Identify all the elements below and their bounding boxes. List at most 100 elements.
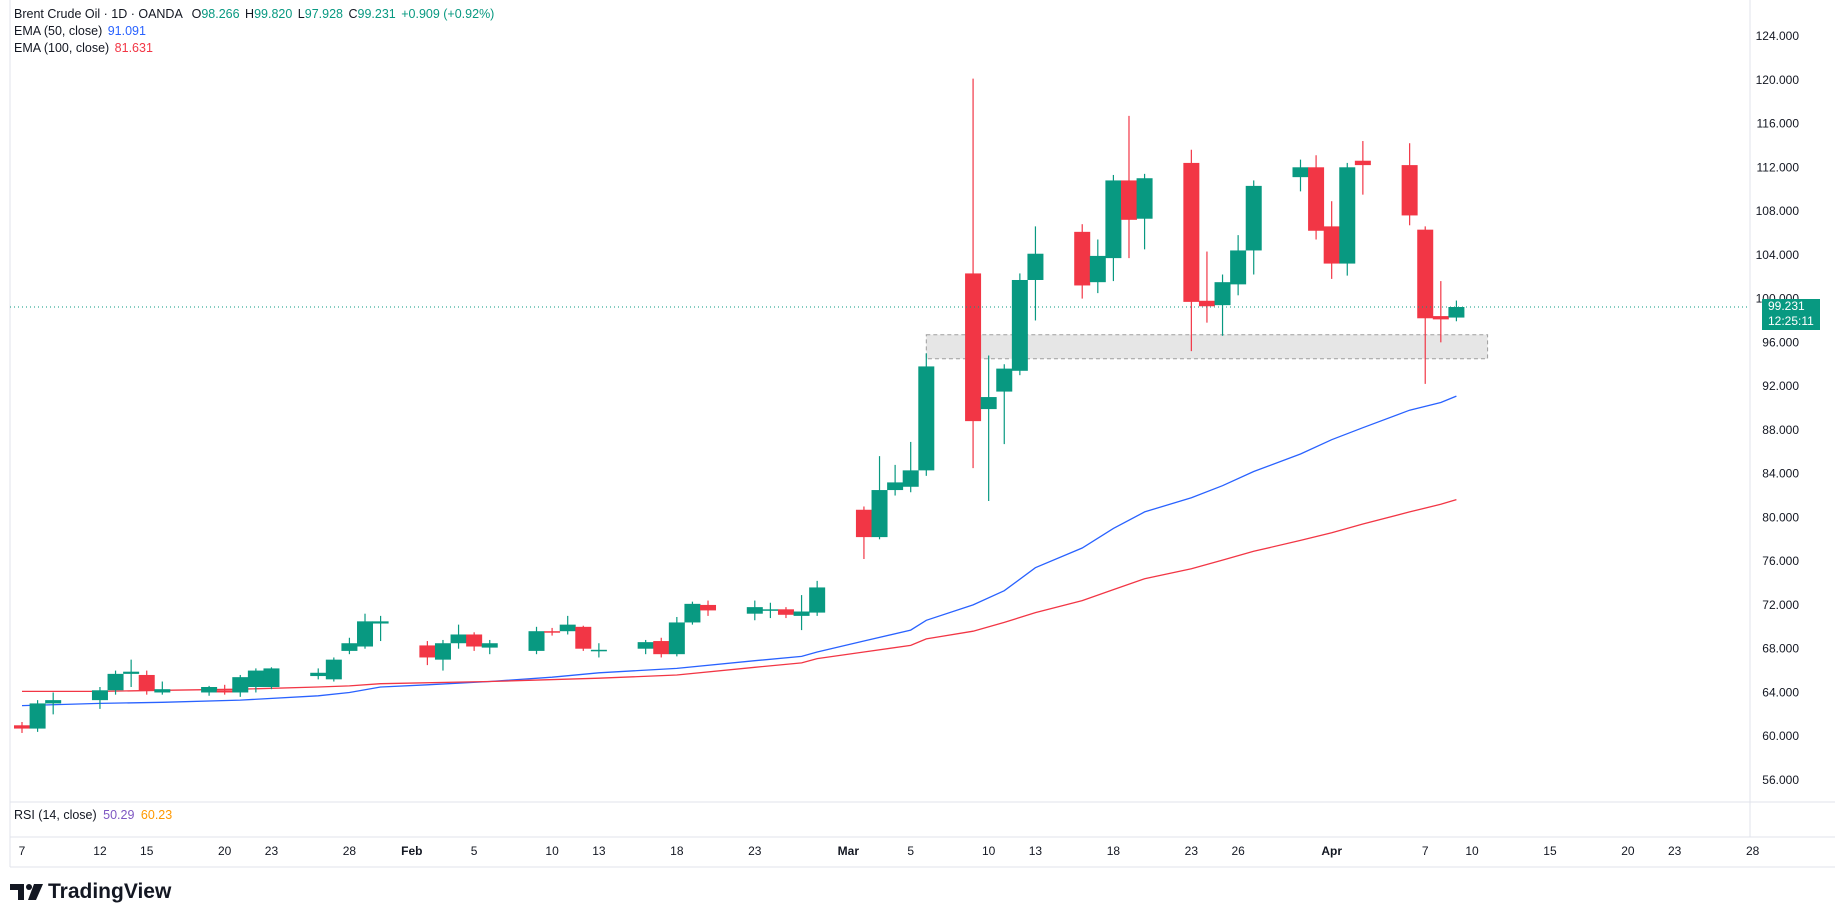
brand-name: TradingView bbox=[48, 880, 172, 903]
x-tick-label: 23 bbox=[1668, 844, 1682, 858]
candle bbox=[637, 639, 654, 655]
candle-body bbox=[466, 634, 483, 647]
candle bbox=[980, 355, 997, 501]
candle bbox=[1308, 155, 1325, 240]
low-value: 97.928 bbox=[304, 7, 343, 21]
open-label: O bbox=[191, 7, 202, 21]
candle-body bbox=[450, 634, 467, 644]
chart-border bbox=[9, 0, 1835, 868]
candle-body bbox=[29, 703, 46, 729]
x-tick-label: 18 bbox=[1107, 844, 1121, 858]
x-tick-label: 10 bbox=[982, 844, 996, 858]
y-tick-label: 88.000 bbox=[1762, 423, 1799, 437]
candle-body bbox=[434, 643, 451, 660]
candle-body bbox=[668, 622, 685, 655]
candle-body bbox=[965, 273, 982, 422]
candle bbox=[918, 353, 935, 476]
candle-body bbox=[1448, 307, 1465, 318]
candle-body bbox=[793, 611, 810, 616]
ema100-line bbox=[22, 498, 1457, 693]
candle bbox=[1183, 149, 1200, 352]
candle-body bbox=[45, 700, 62, 704]
x-tick-label: 5 bbox=[471, 844, 478, 858]
chart-legend: Brent Crude Oil · 1D · OANDA O98.266 H99… bbox=[14, 6, 494, 57]
x-tick-label: 23 bbox=[1185, 844, 1199, 858]
candle-body bbox=[1432, 316, 1449, 320]
candle bbox=[887, 464, 904, 496]
x-tick-label: 7 bbox=[1422, 844, 1429, 858]
support-zone[interactable] bbox=[925, 334, 1489, 360]
y-tick-label: 104.000 bbox=[1756, 248, 1800, 262]
candle-body bbox=[871, 490, 888, 538]
candle-body bbox=[91, 690, 108, 701]
candle-body bbox=[372, 621, 389, 624]
candle-body bbox=[263, 668, 280, 687]
candle-body bbox=[918, 366, 935, 471]
time-axis[interactable]: 7 12 15 20 23 28 Feb 5 10 13 18 23 Mar 5 10 13 18 23 26 Apr… bbox=[19, 844, 1760, 858]
candle bbox=[1230, 235, 1247, 296]
candle bbox=[996, 364, 1013, 445]
symbol-title[interactable]: Brent Crude Oil · 1D · OANDA bbox=[14, 7, 183, 21]
ema50-legend[interactable]: EMA (50, close) 91.091 bbox=[14, 23, 494, 40]
x-tick-label: 23 bbox=[265, 844, 279, 858]
candle bbox=[14, 722, 30, 733]
y-tick-label: 72.000 bbox=[1762, 598, 1799, 612]
candle-body bbox=[154, 689, 171, 693]
tradingview-logo[interactable]: TradingView bbox=[10, 880, 171, 904]
candle bbox=[809, 580, 826, 616]
open-value: 98.266 bbox=[201, 7, 240, 21]
low-label: L bbox=[297, 7, 305, 21]
candle bbox=[559, 615, 576, 635]
x-tick-label: 5 bbox=[907, 844, 914, 858]
candle-body bbox=[887, 482, 904, 491]
candle bbox=[466, 632, 483, 651]
candle-body bbox=[1339, 167, 1356, 264]
y-tick-label: 112.000 bbox=[1757, 160, 1800, 174]
high-value: 99.820 bbox=[254, 7, 293, 21]
candle bbox=[1011, 273, 1028, 376]
y-tick-label: 84.000 bbox=[1762, 467, 1799, 481]
candle bbox=[1401, 143, 1418, 226]
candle-body bbox=[1308, 167, 1325, 231]
candle-body bbox=[107, 673, 124, 691]
close-value: 99.231 bbox=[357, 7, 396, 21]
candle bbox=[653, 637, 670, 658]
candle bbox=[138, 670, 155, 695]
candle bbox=[1089, 239, 1106, 294]
candle bbox=[263, 667, 280, 690]
candle-body bbox=[1105, 180, 1122, 259]
price-axis[interactable]: 124.000 120.000 116.000 112.000 108.000 104.0… bbox=[1756, 29, 1800, 787]
candle bbox=[1105, 174, 1122, 282]
candle bbox=[310, 668, 327, 680]
candle-body bbox=[902, 470, 919, 487]
candle-body bbox=[637, 642, 654, 649]
candles[interactable] bbox=[14, 78, 1465, 733]
x-tick-label: Feb bbox=[401, 844, 422, 858]
ohlc-legend: Brent Crude Oil · 1D · OANDA O98.266 H99… bbox=[14, 6, 494, 23]
x-tick-label: 10 bbox=[1465, 844, 1479, 858]
rsi-legend[interactable]: RSI (14, close) 50.29 60.23 bbox=[14, 808, 172, 822]
candle-body bbox=[1089, 255, 1106, 283]
candle bbox=[201, 685, 218, 696]
x-tick-label: 15 bbox=[1543, 844, 1557, 858]
support-zone-rect bbox=[925, 334, 1489, 360]
candle-body bbox=[1120, 180, 1137, 220]
candle bbox=[684, 601, 701, 625]
candle-body bbox=[1401, 165, 1418, 216]
candle bbox=[357, 613, 374, 649]
candle-body bbox=[201, 687, 218, 693]
x-tick-label: 20 bbox=[1621, 844, 1635, 858]
y-tick-label: 68.000 bbox=[1762, 642, 1799, 656]
x-tick-label: 15 bbox=[140, 844, 154, 858]
candle bbox=[1027, 226, 1044, 321]
x-tick-label: 13 bbox=[1029, 844, 1043, 858]
candle-body bbox=[1417, 229, 1434, 319]
candle-body bbox=[419, 645, 436, 658]
candle-body bbox=[559, 624, 576, 632]
candle bbox=[123, 659, 140, 687]
candle-body bbox=[777, 609, 794, 615]
candle-body bbox=[325, 659, 342, 680]
candle bbox=[419, 641, 436, 666]
ema100-legend[interactable]: EMA (100, close) 81.631 bbox=[14, 40, 494, 57]
